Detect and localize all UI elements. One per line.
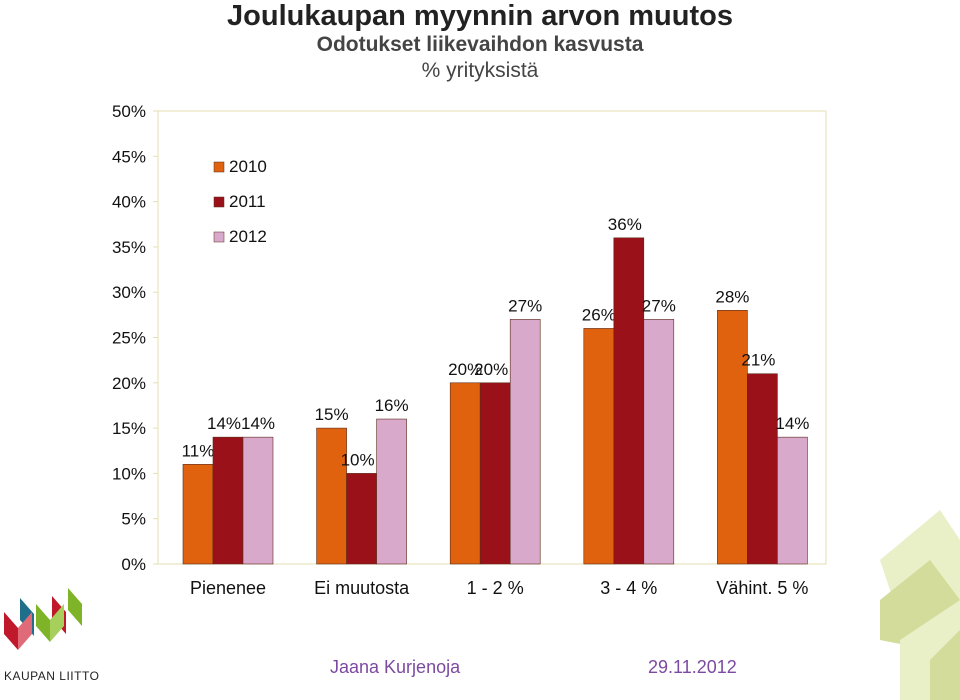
bar — [346, 473, 377, 565]
data-label: 20% — [474, 360, 508, 379]
x-tick-label: 3 - 4 % — [600, 578, 657, 598]
data-label: 16% — [375, 396, 409, 415]
legend-swatch — [213, 161, 225, 173]
data-label: 36% — [608, 215, 642, 234]
legend-swatch — [213, 196, 225, 208]
bar — [479, 382, 511, 565]
y-tick-label: 50% — [112, 102, 146, 121]
footer-date: 29.11.2012 — [648, 657, 737, 677]
x-tick-label: Ei muutosta — [314, 578, 410, 598]
data-label: 14% — [241, 414, 275, 433]
y-tick-label: 15% — [112, 419, 146, 438]
kaupan-liitto-logo — [4, 588, 82, 650]
y-tick-label: 30% — [112, 283, 146, 302]
bar — [212, 436, 244, 565]
bar — [583, 328, 615, 565]
data-label: 27% — [642, 296, 676, 315]
bar — [747, 373, 778, 565]
y-tick-label: 10% — [112, 464, 146, 483]
legend: 2010 2011 2012 — [213, 157, 267, 246]
chart-title: Joulukaupan myynnin arvon muutos — [227, 0, 733, 32]
data-label: 11% — [182, 441, 215, 460]
bar — [316, 427, 347, 565]
bar — [643, 319, 675, 565]
chart-subtitle: Odotukset liikevaihdon kasvusta — [316, 33, 644, 56]
x-tick-label: 1 - 2 % — [467, 578, 524, 598]
x-tick-label: Vähint. 5 % — [716, 578, 808, 598]
data-label: 28% — [715, 287, 749, 306]
bar — [449, 382, 481, 565]
bar — [242, 436, 274, 565]
footer-author: Jaana Kurjenoja — [330, 657, 461, 677]
data-label: 14% — [775, 414, 809, 433]
logo-text: KAUPAN LIITTO — [4, 669, 100, 683]
y-tick-label: 20% — [112, 374, 146, 393]
bar — [182, 464, 214, 565]
y-tick-label: 45% — [112, 147, 146, 166]
y-tick-label: 40% — [112, 193, 146, 212]
y-tick-label: 25% — [112, 329, 146, 348]
bar — [613, 237, 645, 565]
legend-label: 2010 — [229, 157, 267, 176]
data-label: 20% — [448, 360, 482, 379]
bar — [376, 418, 407, 565]
chart-unit-label: % yrityksistä — [421, 59, 539, 82]
bar — [717, 310, 748, 565]
y-tick-label: 5% — [121, 510, 146, 529]
legend-label: 2012 — [229, 227, 267, 246]
bar — [777, 436, 808, 565]
y-tick-label: 35% — [112, 238, 146, 257]
data-label: 14% — [207, 414, 241, 433]
plot-area: 0%5%10%15%20%25%30%35%40%45%50%11%14% 14%… — [112, 102, 827, 598]
bar — [509, 319, 541, 565]
y-tick-label: 0% — [121, 555, 146, 574]
data-label: 10% — [341, 450, 375, 469]
data-label: 27% — [508, 296, 542, 315]
legend-label: 2011 — [229, 192, 266, 211]
legend-swatch — [213, 231, 225, 243]
data-label: 21% — [741, 351, 775, 370]
data-label: 15% — [315, 405, 349, 424]
decorative-triangles — [880, 510, 960, 700]
x-tick-label: Pienenee — [190, 578, 266, 598]
data-label: 26% — [582, 305, 616, 324]
